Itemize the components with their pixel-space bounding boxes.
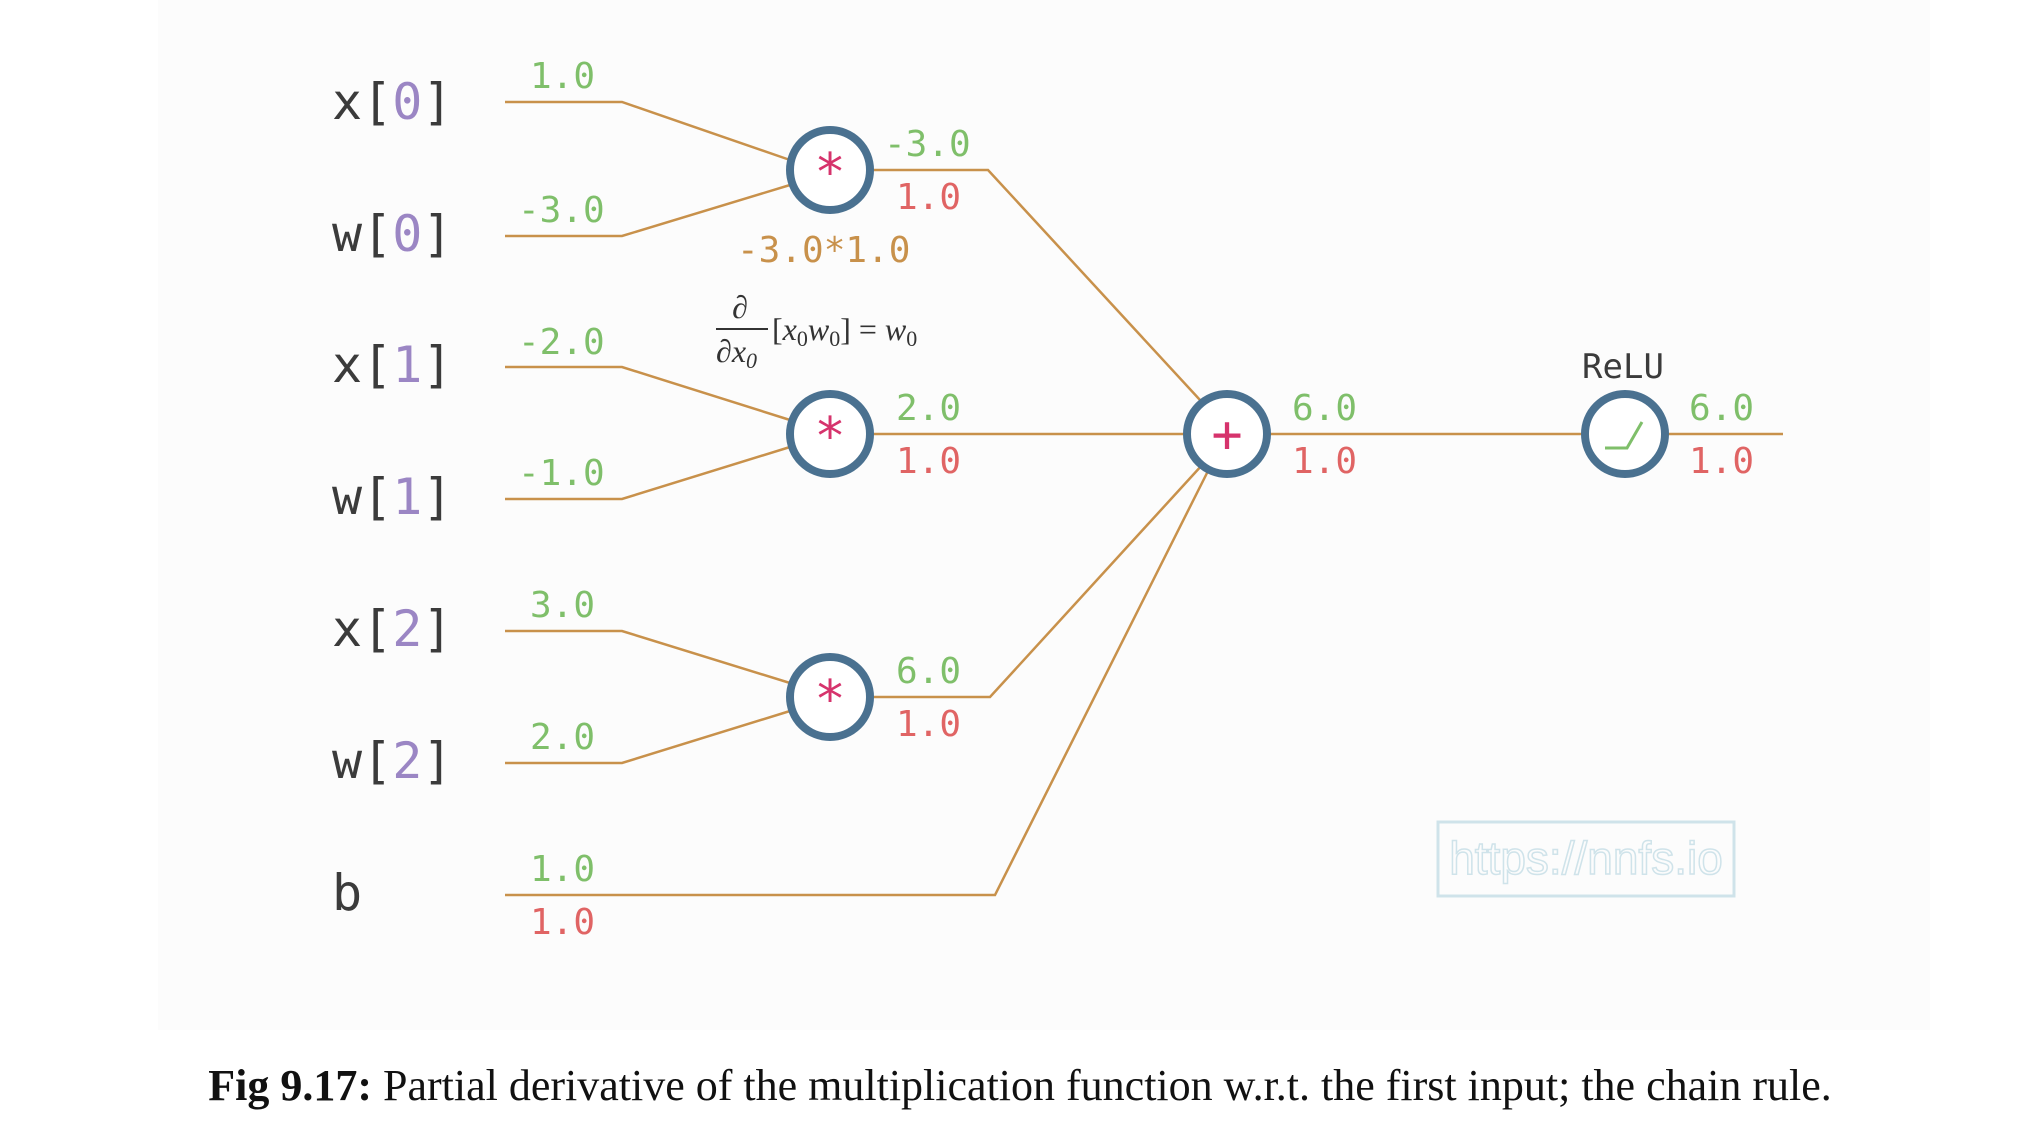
mul-operator-0: * xyxy=(814,143,845,203)
input-label-b: b xyxy=(332,864,362,922)
input-label-x0: x[0] xyxy=(332,73,452,131)
wire-x0 xyxy=(505,100,791,162)
svg-text:[x0w0] = w0: [x0w0] = w0 xyxy=(772,311,917,351)
svg-text:∂: ∂ xyxy=(732,289,748,325)
mul-node-1: * xyxy=(786,390,874,478)
mul-node-2: * xyxy=(786,653,874,741)
mul-grad-1: 1.0 xyxy=(896,441,961,482)
mul-value-1: 2.0 xyxy=(896,388,961,429)
sum-value: 6.0 xyxy=(1292,388,1357,429)
product-annotation: -3.0*1.0 xyxy=(737,230,910,271)
input-value-w0: -3.0 xyxy=(518,190,605,231)
figure-caption: Fig 9.17: Partial derivative of the mult… xyxy=(0,1060,2040,1111)
mul-operator-1: * xyxy=(814,407,845,467)
wires xyxy=(505,100,1783,897)
wire-x1 xyxy=(505,365,791,422)
watermark-text: https://nnfs.io xyxy=(1449,832,1723,884)
relu-value: 6.0 xyxy=(1689,388,1754,429)
watermark: https://nnfs.io xyxy=(1436,820,1736,898)
wire-x2 xyxy=(505,629,791,685)
bias-grad: 1.0 xyxy=(530,902,595,943)
mul-operator-2: * xyxy=(814,670,845,730)
partial-derivative-formula: ∂ ∂x0 [x0w0] = w0 xyxy=(716,289,917,373)
figure-panel xyxy=(158,0,1930,1030)
wire-mul0-out xyxy=(870,168,1201,401)
bias-value: 1.0 xyxy=(530,849,595,890)
mul-grad-0: 1.0 xyxy=(896,177,961,218)
sum-operator: + xyxy=(1211,405,1242,465)
input-label-w0: w[0] xyxy=(332,205,452,263)
relu-grad: 1.0 xyxy=(1689,441,1754,482)
sum-node: + xyxy=(1183,390,1271,478)
input-label-x1: x[1] xyxy=(332,336,452,394)
mul-value-2: 6.0 xyxy=(896,651,961,692)
wire-w0 xyxy=(505,183,791,238)
caption-text: Partial derivative of the multiplication… xyxy=(371,1061,1832,1110)
mul-grad-2: 1.0 xyxy=(896,704,961,745)
input-label-w2: w[2] xyxy=(332,732,452,790)
relu-label: ReLU xyxy=(1582,347,1664,387)
input-value-w1: -1.0 xyxy=(518,453,605,494)
wire-bias xyxy=(505,466,1212,897)
wire-w2 xyxy=(505,709,791,765)
relu-node xyxy=(1581,390,1669,478)
wire-mul2-out xyxy=(870,463,1204,699)
input-value-x0: 1.0 xyxy=(530,56,595,97)
mul-value-0: -3.0 xyxy=(884,124,971,165)
caption-label: Fig 9.17: xyxy=(208,1061,372,1110)
input-value-x2: 3.0 xyxy=(530,585,595,626)
sum-grad: 1.0 xyxy=(1292,441,1357,482)
input-label-w1: w[1] xyxy=(332,468,452,526)
input-value-w2: 2.0 xyxy=(530,717,595,758)
wire-w1 xyxy=(505,445,791,501)
input-label-x2: x[2] xyxy=(332,600,452,658)
relu-icon xyxy=(1605,421,1644,450)
input-value-x1: -2.0 xyxy=(518,322,605,363)
mul-node-0: * xyxy=(786,126,874,214)
svg-text:∂x0: ∂x0 xyxy=(716,333,757,373)
